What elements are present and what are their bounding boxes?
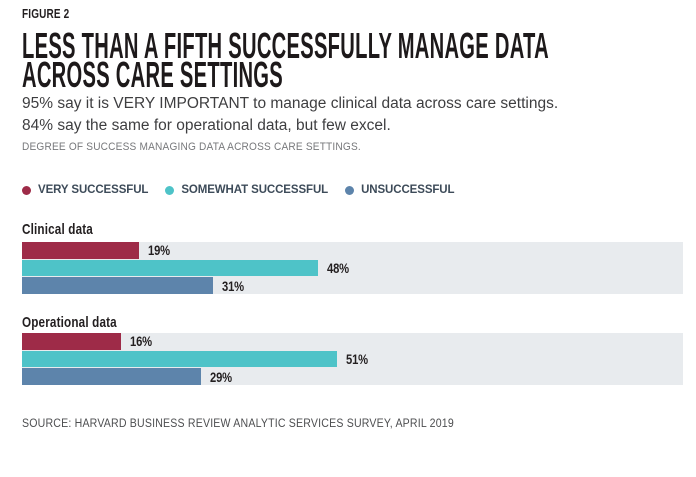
bar-row: 51% xyxy=(22,350,683,368)
bar-track: 19% 48% 31% xyxy=(22,242,683,295)
bar-somewhat-successful xyxy=(22,350,337,368)
bar-row: 31% xyxy=(22,277,683,295)
legend-label: SOMEWHAT SUCCESSFUL xyxy=(181,184,329,196)
legend-dot-icon xyxy=(22,185,31,195)
legend-dot-icon xyxy=(165,185,175,195)
bar-row: 48% xyxy=(22,259,683,277)
figure-subtitle: 95% say it is VERY IMPORTANT to manage c… xyxy=(22,93,683,137)
figure-number-label: FIGURE 2 xyxy=(22,7,70,21)
category-label-text: Operational data xyxy=(22,314,117,331)
bar-very-successful xyxy=(22,333,121,350)
category-label: Operational data xyxy=(22,314,683,331)
figure-title-line2: ACROSS CARE SETTINGS xyxy=(22,54,283,95)
bar-value-label: 48% xyxy=(327,260,349,276)
bar-value-label: 29% xyxy=(209,368,232,385)
bar-group-clinical-data: Clinical data 19% 48% 31% xyxy=(22,221,683,295)
legend-dot-icon xyxy=(345,185,355,195)
legend-item-very-successful: VERY SUCCESSFUL xyxy=(22,184,148,196)
bar-group-operational-data: Operational data 16% 51% 29% xyxy=(22,314,683,386)
bar-somewhat-successful xyxy=(22,259,319,277)
bar-value-label: 19% xyxy=(148,242,171,259)
source-note: SOURCE: HARVARD BUSINESS REVIEW ANALYTIC… xyxy=(22,418,454,430)
bar-unsuccessful xyxy=(22,277,214,295)
legend-label: VERY SUCCESSFUL xyxy=(38,184,149,196)
bar-value-label: 51% xyxy=(345,351,368,367)
chart-legend: VERY SUCCESSFUL SOMEWHAT SUCCESSFUL UNSUCC… xyxy=(22,183,683,197)
legend-item-somewhat-successful: SOMEWHAT SUCCESSFUL xyxy=(165,184,328,196)
chart-caption: DEGREE OF SUCCESS MANAGING DATA ACROSS C… xyxy=(22,141,361,153)
figure-subtitle-line1: 95% say it is VERY IMPORTANT to manage c… xyxy=(22,95,559,112)
figure-title: LESS THAN A FIFTH SUCCESSFULLY MANAGE DA… xyxy=(22,25,683,95)
legend-item-unsuccessful: UNSUCCESSFUL xyxy=(345,184,455,196)
figure-subtitle-line2: 84% say the same for operational data, b… xyxy=(22,117,391,134)
bar-value-label: 31% xyxy=(222,277,245,294)
legend-label: UNSUCCESSFUL xyxy=(361,184,455,196)
bar-row: 19% xyxy=(22,242,683,259)
bar-chart: Clinical data 19% 48% 31% Operational data 16… xyxy=(22,221,683,386)
bar-unsuccessful xyxy=(22,368,201,386)
bar-row: 29% xyxy=(22,368,683,386)
bar-very-successful xyxy=(22,242,140,259)
bar-track: 16% 51% 29% xyxy=(22,333,683,386)
bar-row: 16% xyxy=(22,333,683,350)
figure-title-line1: LESS THAN A FIFTH SUCCESSFULLY MANAGE DA… xyxy=(22,25,549,66)
category-label: Clinical data xyxy=(22,221,683,238)
category-label-text: Clinical data xyxy=(22,221,93,238)
bar-value-label: 16% xyxy=(129,333,152,350)
